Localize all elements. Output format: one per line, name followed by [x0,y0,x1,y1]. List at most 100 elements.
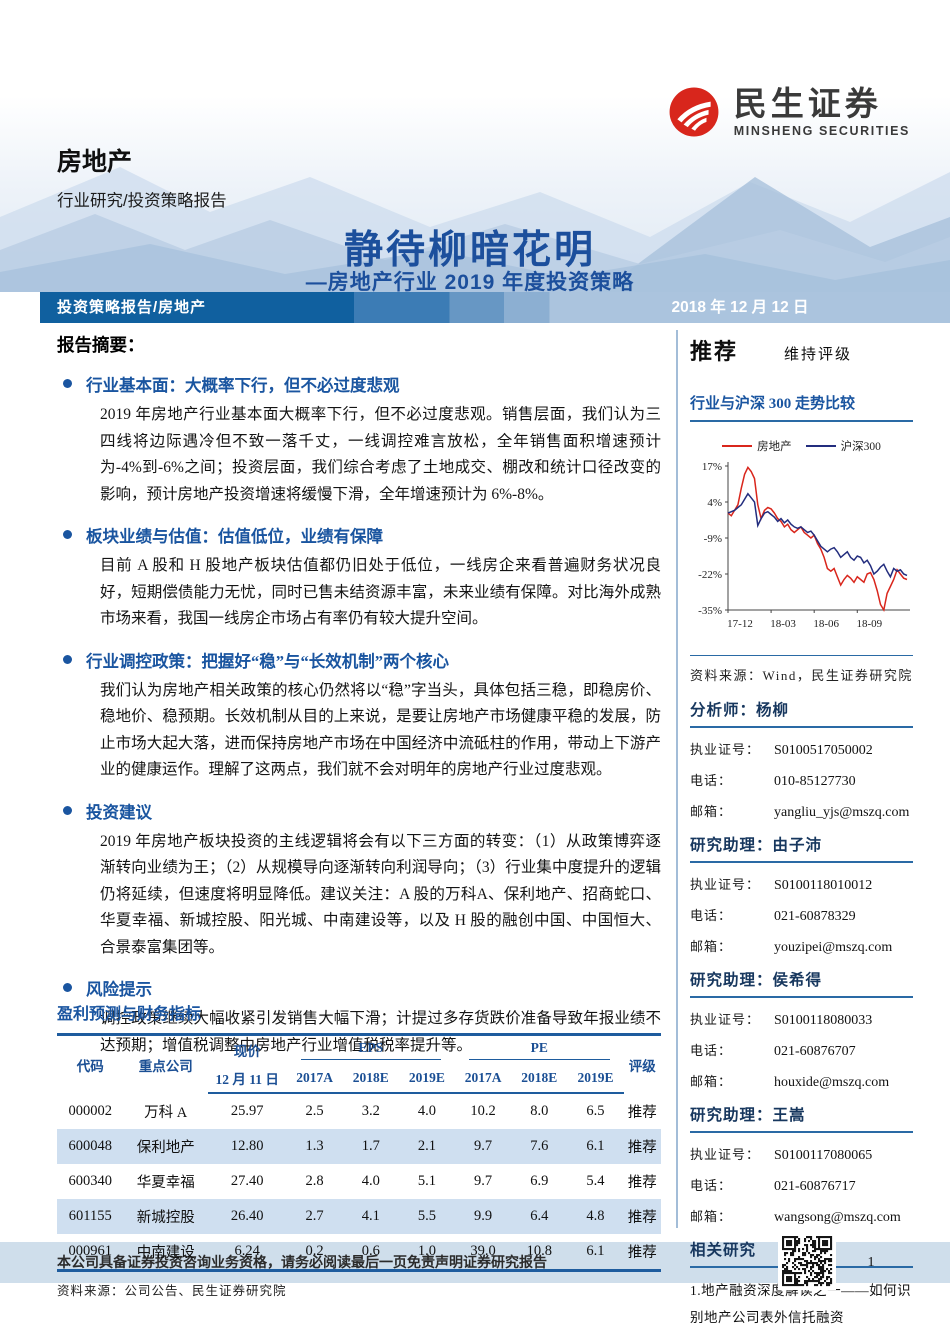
col-header-year: 2018E [511,1064,568,1094]
cell: 6.1 [586,1243,605,1259]
analyst-cert-row: 执业证号： S0100117080065 [690,1144,913,1164]
cell: 华夏幸福 [136,1175,195,1191]
cell: 7.6 [530,1138,549,1154]
page-number: 1 [867,1255,875,1270]
report-type: 行业研究/投资策略报告 [57,192,227,210]
banner-label: 投资策略报告/房地产 [57,299,207,316]
analyst-email-row: 邮箱： youzipei@mszq.com [690,936,913,956]
table-row: 000961 中南建设 6.24 0.2 0.6 1.0 39.0 10.8 6.1 推荐 [57,1234,661,1271]
col-header-price: 现价 [233,1044,261,1059]
financial-table-title: 盈利预测与财务指标 [57,1006,202,1023]
cell: 39.0 [470,1243,496,1259]
analyst-cert-row: 执业证号： S0100118080033 [690,1009,913,1029]
summary-heading: 报告摘要： [57,335,145,355]
section-body: 目前 A 股和 H 股地产板块估值都仍旧处于低位，一线房企来看普遍财务状况良好，… [100,557,661,627]
cell: 2.5 [305,1103,324,1119]
cell: 保利地产 [136,1140,195,1156]
cell: 4.0 [417,1103,436,1119]
cert-label: 执业证号： [690,742,761,757]
table-row: 601155 新城控股 26.40 2.7 4.1 5.5 9.9 6.4 4.8 推荐 [57,1199,661,1234]
phone-label: 电话： [690,773,733,788]
svg-text:17-12: 17-12 [727,618,753,630]
bullet-icon [63,379,72,388]
section-heading: 投资建议 [86,802,152,822]
col-header-company: 重点公司 [138,1058,193,1074]
email-value: yangliu_yjs@mszq.com [774,805,910,820]
cert-value: S0100118010012 [774,878,873,893]
phone-label: 电话： [690,908,733,923]
column-divider [676,330,678,1228]
phone-label: 电话： [690,1043,733,1058]
cell: 600048 [68,1138,112,1154]
rating-row: 推荐 维持评级 [690,334,913,366]
col-header-year: 2017A [455,1064,512,1094]
cell: 推荐 [627,1104,657,1121]
cell: 600340 [68,1173,112,1189]
cert-label: 执业证号： [690,1012,761,1027]
cell: 9.9 [474,1208,493,1224]
email-value: wangsong@mszq.com [774,1210,901,1225]
cell: 5.5 [417,1208,436,1224]
section-heading-row: 行业调控政策：把握好“稳”与“长效机制”两个核心 [59,648,661,672]
summary-column: 报告摘要： 行业基本面：大概率下行，但不必过度悲观 2019 年房地产行业基本面… [57,332,661,1068]
chart-legend: 房地产 沪深300 [690,438,913,454]
cell: 601155 [68,1208,112,1224]
cell: 27.40 [230,1173,264,1189]
legend-line-icon [722,445,753,447]
cell: 推荐 [627,1210,657,1226]
svg-text:17%: 17% [702,461,722,473]
section-body: 调控政策继续大幅收紧引发销售大幅下滑；计提过多存货跌价准备导致年报业绩不达预期；… [100,1010,661,1054]
analyst-heading: 研究助理：王嵩 [690,1091,913,1133]
cell: 万科 A [144,1104,188,1121]
cell: 1.0 [417,1243,436,1259]
cell: 推荐 [627,1245,657,1261]
related-research-item: 1.地产融资深度解读之一——如何识别地产公司表外信托融资 [690,1283,912,1325]
cell: 25.97 [230,1103,264,1119]
analyst-phone-row: 电话： 010-85127730 [690,770,913,790]
bullet-icon [63,805,72,815]
phone-value: 021-60876707 [774,1044,856,1059]
section-body: 2019 年房地产板块投资的主线逻辑将会有以下三方面的转变：（1）从政策博弈逐渐… [100,832,661,956]
table-row: 600340 华夏幸福 27.40 2.8 4.0 5.1 9.7 6.9 5.4 推荐 [57,1164,661,1199]
cell: 4.0 [361,1173,380,1189]
sidebar: 推荐 维持评级 行业与沪深 300 走势比较 房地产 沪深300 17% 4% -9… [690,334,913,1344]
cell: 中南建设 [136,1245,195,1261]
cell: 3.2 [361,1103,380,1119]
cell: 10.8 [526,1243,552,1259]
cell: 10.2 [470,1103,496,1119]
table-source-note: 资料来源：公司公告、民生证券研究院 [57,1284,287,1298]
analyst-email-row: 邮箱： wangsong@mszq.com [690,1206,913,1226]
analyst-block: 研究助理：王嵩 执业证号： S0100117080065 电话： 021-60876… [690,1091,913,1226]
email-label: 邮箱： [690,939,733,954]
analyst-block: 研究助理：由子沛 执业证号： S0100118010012 电话： 021-6087… [690,821,913,956]
minsheng-logo-icon [669,87,719,137]
svg-text:18-03: 18-03 [770,618,796,630]
analyst-heading: 研究助理：由子沛 [690,821,913,863]
analyst-phone-row: 电话： 021-60878329 [690,905,913,925]
qr-code [778,1232,836,1290]
section-heading-row: 行业基本面：大概率下行，但不必过度悲观 [59,372,661,396]
legend-item-industry: 房地产 [722,438,792,454]
section-heading-row: 风险提示 [59,976,661,1000]
banner-bar: 投资策略报告/房地产 2018 年 12 月 12 日 [40,292,950,323]
section-heading: 行业调控政策：把握好“稳”与“长效机制”两个核心 [86,651,449,671]
email-label: 邮箱： [690,1209,733,1224]
email-label: 邮箱： [690,1074,733,1089]
analyst-email-row: 邮箱： houxide@mszq.com [690,1071,913,1091]
footer-disclaimer: 本公司具备证券投资咨询业务资格，请务必阅读最后一页免责声明证券研究报告 [57,1254,547,1270]
svg-text:18-09: 18-09 [856,618,882,630]
section-heading-row: 板块业绩与估值：估值低位，业绩有保障 [59,523,661,547]
analyst-phone-row: 电话： 021-60876717 [690,1175,913,1195]
legend-line-icon [805,445,836,447]
cell: 推荐 [627,1175,657,1191]
cell: 推荐 [627,1140,657,1156]
cell: 6.5 [586,1103,605,1119]
analyst-email-row: 邮箱： yangliu_yjs@mszq.com [690,801,913,821]
analyst-block: 研究助理：侯希得 执业证号： S0100118080033 电话： 021-6087… [690,956,913,1091]
industry-category: 房地产 [57,148,133,176]
phone-value: 010-85127730 [774,774,856,789]
analyst-cert-row: 执业证号： S0100118010012 [690,874,913,894]
cell: 6.1 [586,1138,605,1154]
legend-item-index: 沪深300 [805,438,881,454]
